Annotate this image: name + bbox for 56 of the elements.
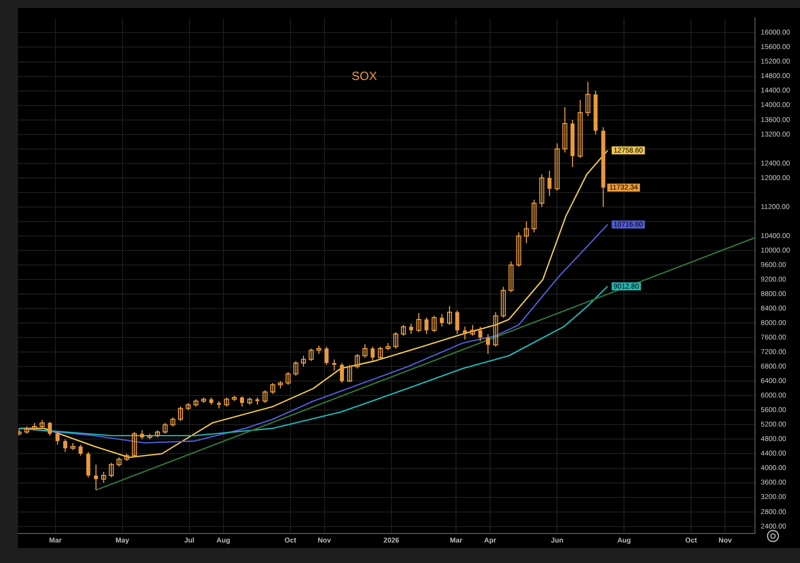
candlestick [224, 396, 230, 408]
candlestick [240, 396, 244, 408]
candlestick [132, 431, 137, 456]
candlestick [116, 456, 122, 467]
candlestick [562, 106, 568, 153]
candlestick [270, 382, 276, 394]
candlestick [447, 306, 452, 326]
candlestick [324, 346, 329, 366]
candlestick [140, 430, 144, 440]
candlestick [94, 464, 98, 491]
candlestick [486, 333, 490, 354]
candlestick [262, 390, 268, 404]
candlestick [516, 232, 522, 268]
candlestick [416, 312, 422, 333]
candlestick [585, 81, 590, 117]
candlestick [56, 431, 60, 446]
candlestick [508, 260, 514, 293]
candlestick [524, 220, 529, 244]
candlestick [63, 438, 68, 452]
candlestick [347, 364, 352, 382]
candlestick [532, 199, 537, 233]
candlestick [440, 314, 444, 328]
candlestick [470, 324, 476, 336]
candlestick [101, 471, 106, 484]
candlestick [48, 421, 52, 436]
candlestick [178, 406, 184, 422]
candlestick [432, 315, 437, 333]
candlestick [108, 462, 114, 478]
text: SOX [352, 69, 377, 84]
candlestick [301, 355, 306, 368]
candlestick [354, 353, 360, 369]
candlestick [478, 326, 482, 342]
candlestick [362, 344, 368, 358]
candlestick [493, 312, 498, 348]
candlestick [462, 326, 467, 340]
candlestick [332, 358, 336, 371]
candlestick [393, 332, 398, 349]
candlestick [286, 372, 291, 386]
candlestick [340, 362, 344, 384]
candlestick [162, 422, 168, 434]
candlestick [539, 174, 544, 208]
candlestick [293, 360, 298, 376]
candlestick [78, 444, 83, 456]
candlestick [370, 346, 375, 362]
candlestick [554, 142, 560, 192]
candlestick [455, 310, 460, 334]
candlestick [170, 416, 176, 428]
candlestick [378, 346, 383, 360]
candlestick [308, 348, 314, 362]
candlestick [86, 451, 90, 478]
candlestick [409, 323, 414, 334]
candlestick [547, 170, 552, 197]
candlestick [400, 324, 406, 336]
candlestick [500, 286, 506, 318]
candlestick [424, 317, 428, 334]
candlestick [578, 99, 583, 158]
